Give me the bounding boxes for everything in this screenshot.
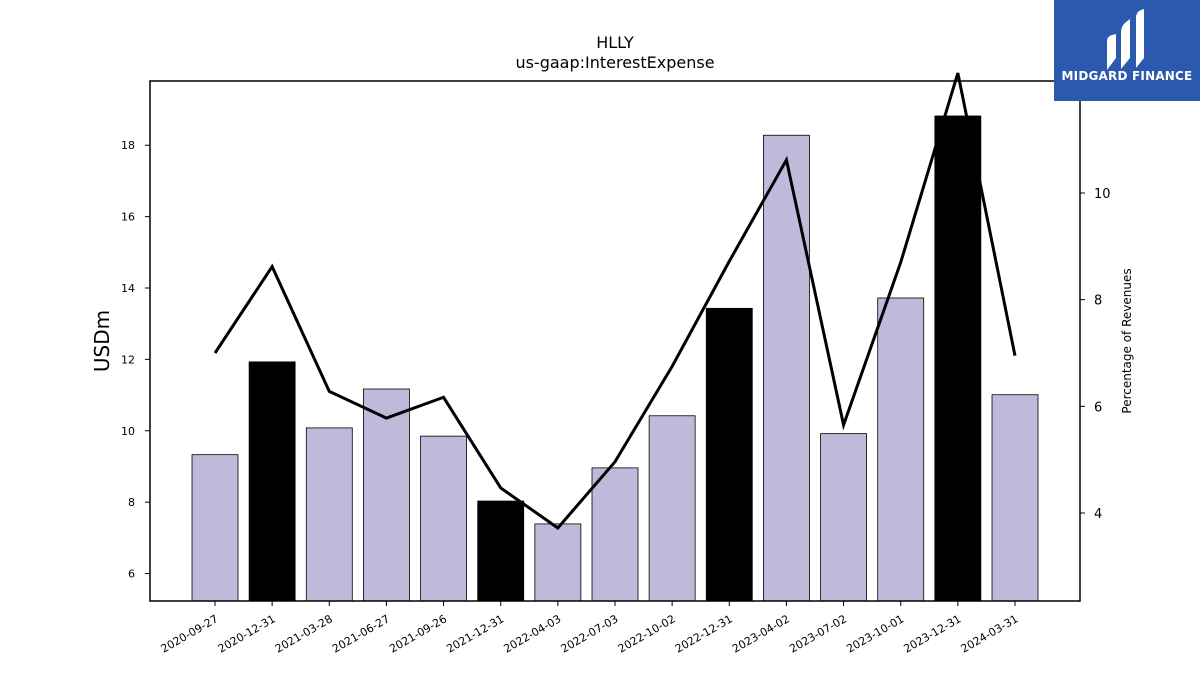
bar bbox=[820, 433, 867, 602]
y2-tick-label: 6 bbox=[1094, 400, 1102, 415]
x-tick-label: 2020-09-27 bbox=[159, 612, 221, 655]
y-axis-label: USDm bbox=[90, 310, 114, 372]
bar bbox=[305, 427, 353, 602]
y-tick-label: 14 bbox=[121, 282, 135, 295]
bar bbox=[934, 115, 982, 602]
x-tick-label: 2021-12-31 bbox=[444, 612, 506, 655]
x-tick-label: 2022-04-03 bbox=[501, 612, 563, 655]
bar bbox=[705, 307, 753, 602]
x-tick-label: 2022-12-31 bbox=[673, 612, 735, 655]
bar bbox=[248, 361, 296, 602]
y-tick-label: 10 bbox=[121, 425, 135, 438]
logo-mark-icon bbox=[1107, 9, 1144, 70]
y-tick-label: 12 bbox=[121, 353, 135, 366]
y-tick-label: 18 bbox=[121, 139, 135, 152]
bar bbox=[648, 415, 696, 602]
y2-tick-label: 8 bbox=[1094, 294, 1102, 309]
y2-axis-label: Percentage of Revenues bbox=[1120, 268, 1134, 413]
y-tick-label: 16 bbox=[121, 211, 135, 224]
bar bbox=[991, 394, 1039, 602]
bar bbox=[591, 467, 639, 602]
bar bbox=[191, 454, 239, 602]
x-tick-label: 2023-04-02 bbox=[730, 612, 792, 655]
x-tick-label: 2022-10-02 bbox=[616, 612, 678, 655]
bar bbox=[477, 500, 525, 602]
y-tick-label: 8 bbox=[128, 496, 135, 509]
line-series bbox=[213, 72, 1017, 530]
x-tick-label: 2023-12-31 bbox=[901, 612, 963, 655]
bar bbox=[763, 134, 810, 602]
y2-tick-label: 10 bbox=[1094, 187, 1111, 202]
x-tick-label: 2020-12-31 bbox=[216, 612, 278, 655]
x-tick-label: 2021-06-27 bbox=[330, 612, 392, 655]
x-tick-label: 2023-10-01 bbox=[844, 612, 906, 655]
bar bbox=[363, 388, 410, 602]
y-tick-label: 6 bbox=[128, 568, 135, 581]
y2-tick-label: 4 bbox=[1094, 507, 1102, 522]
x-tick-label: 2023-07-02 bbox=[787, 612, 849, 655]
bar bbox=[534, 523, 582, 602]
midgard-finance-logo: MIDGARD FINANCE bbox=[1054, 0, 1200, 101]
bar bbox=[420, 435, 467, 602]
chart-title: HLLY bbox=[596, 33, 634, 52]
x-tick-label: 2021-03-28 bbox=[273, 612, 335, 655]
x-tick-label: 2022-07-03 bbox=[559, 612, 621, 655]
bar bbox=[877, 297, 925, 602]
plot-area: 681012141618468102020-09-272020-12-31202… bbox=[121, 72, 1111, 656]
logo-text: MIDGARD FINANCE bbox=[1061, 69, 1193, 83]
x-tick-label: 2021-09-26 bbox=[387, 612, 449, 655]
x-tick-label: 2024-03-31 bbox=[959, 612, 1021, 655]
chart-subtitle: us-gaap:InterestExpense bbox=[515, 53, 714, 72]
